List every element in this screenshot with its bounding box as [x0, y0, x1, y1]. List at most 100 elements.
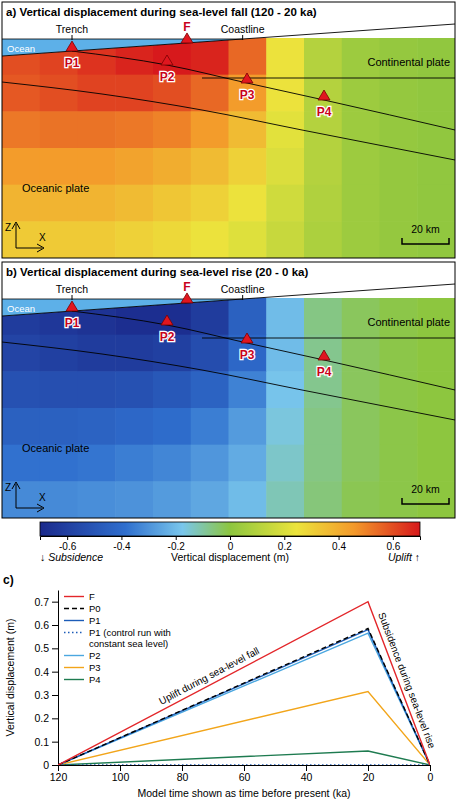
- surface: [2, 24, 455, 56]
- cell: [380, 75, 418, 112]
- axis-icon-label: Z: [5, 222, 11, 233]
- cell: [191, 221, 229, 258]
- site-marker: [161, 55, 173, 65]
- tick: 0.6: [34, 619, 58, 631]
- cell: [266, 335, 304, 372]
- cell: [153, 111, 191, 148]
- site-marker: [241, 333, 253, 343]
- tick: -0.4: [113, 536, 131, 552]
- tick: 0: [228, 536, 234, 552]
- cell: [417, 75, 455, 112]
- tick: 0.4: [34, 666, 58, 678]
- series-line: [58, 633, 430, 765]
- tick-label: 20: [363, 771, 375, 783]
- tick-mark: [121, 536, 122, 540]
- tick-label: 0.4: [332, 541, 346, 552]
- cell: [380, 335, 418, 372]
- tick: -0.2: [168, 536, 186, 552]
- cell: [191, 335, 229, 372]
- cell: [40, 408, 78, 445]
- cell: [342, 445, 380, 482]
- scale-bar: [402, 238, 449, 244]
- cell: [115, 75, 153, 112]
- site-label: P2: [160, 330, 175, 344]
- surface: [2, 284, 455, 316]
- tick-mark: [368, 765, 369, 771]
- tick-label: 0.3: [34, 689, 49, 701]
- cell: [266, 445, 304, 482]
- cell: [191, 408, 229, 445]
- cell: [342, 371, 380, 408]
- legend-entry: P0: [89, 603, 101, 614]
- cell: [417, 371, 455, 408]
- site-marker: [318, 350, 330, 360]
- series-line: [58, 630, 430, 765]
- axis-icon-label: X: [39, 492, 46, 503]
- tick: 0.2: [278, 536, 292, 552]
- field: [2, 298, 456, 519]
- cell: [2, 371, 40, 408]
- tick: 0.5: [34, 642, 58, 654]
- tick-mark: [52, 672, 58, 673]
- cell: [153, 371, 191, 408]
- trench-tick: [72, 295, 73, 300]
- tick-label: 40: [301, 771, 313, 783]
- panel-title: a) Vertical displacement during sea-leve…: [6, 6, 317, 18]
- slab-bottom: [2, 342, 455, 420]
- cell: [380, 185, 418, 222]
- cell: [115, 445, 153, 482]
- coastline-tick: [242, 35, 243, 40]
- cell: [78, 408, 116, 445]
- site-label: P1: [65, 56, 80, 70]
- tick: 40: [301, 765, 313, 783]
- cell: [266, 221, 304, 258]
- cell: [266, 148, 304, 185]
- cell: [342, 481, 380, 518]
- site-label: P3: [240, 348, 255, 362]
- cell: [40, 111, 78, 148]
- legend-swatch: [64, 632, 84, 633]
- tick: 0.6: [386, 536, 400, 552]
- lines: [58, 602, 430, 765]
- sea-level: [2, 299, 243, 300]
- legend-swatch: [64, 667, 84, 668]
- cell: [78, 371, 116, 408]
- tick: 0.4: [332, 536, 346, 552]
- cell: [78, 148, 116, 185]
- axis-title: Vertical displacement (m): [4, 619, 16, 737]
- tick: 20: [363, 765, 375, 783]
- cell: [40, 371, 78, 408]
- tick-label: 100: [112, 771, 130, 783]
- moho: [202, 78, 455, 79]
- legend-swatch: [64, 608, 84, 609]
- cell: [191, 111, 229, 148]
- axis-line: [58, 591, 59, 766]
- site-marker: [161, 315, 173, 325]
- site-marker: [181, 293, 193, 303]
- panel-title: b) Vertical displacement during sea-leve…: [6, 266, 308, 278]
- cell: [229, 408, 267, 445]
- tick-label: -0.4: [113, 541, 131, 552]
- cell: [229, 148, 267, 185]
- cell: [115, 481, 153, 518]
- legend-entry: F: [89, 591, 95, 602]
- cell: [304, 38, 342, 75]
- cell: [2, 298, 40, 335]
- tick: 0.3: [34, 689, 58, 701]
- tick-label: 120: [50, 771, 68, 783]
- cell: [229, 481, 267, 518]
- cell: [2, 148, 40, 185]
- cell: [342, 148, 380, 185]
- legend-swatch: [64, 620, 84, 621]
- tick-label: 60: [239, 771, 251, 783]
- site-marker: [66, 301, 78, 311]
- cell: [304, 221, 342, 258]
- cell: [304, 185, 342, 222]
- tick-mark: [52, 718, 58, 719]
- cell: [229, 111, 267, 148]
- series-line: [58, 764, 430, 765]
- tick: 60: [239, 765, 251, 783]
- cell: [40, 75, 78, 112]
- colorbar-title: Vertical displacement (m): [171, 551, 289, 563]
- site-marker: [318, 90, 330, 100]
